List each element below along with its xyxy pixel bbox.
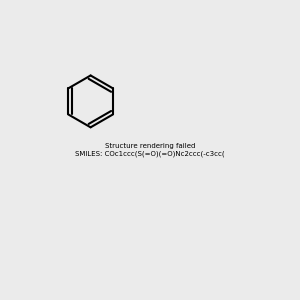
Text: Structure rendering failed
SMILES: COc1ccc(S(=O)(=O)Nc2ccc(-c3cc(: Structure rendering failed SMILES: COc1c… [75, 143, 225, 157]
